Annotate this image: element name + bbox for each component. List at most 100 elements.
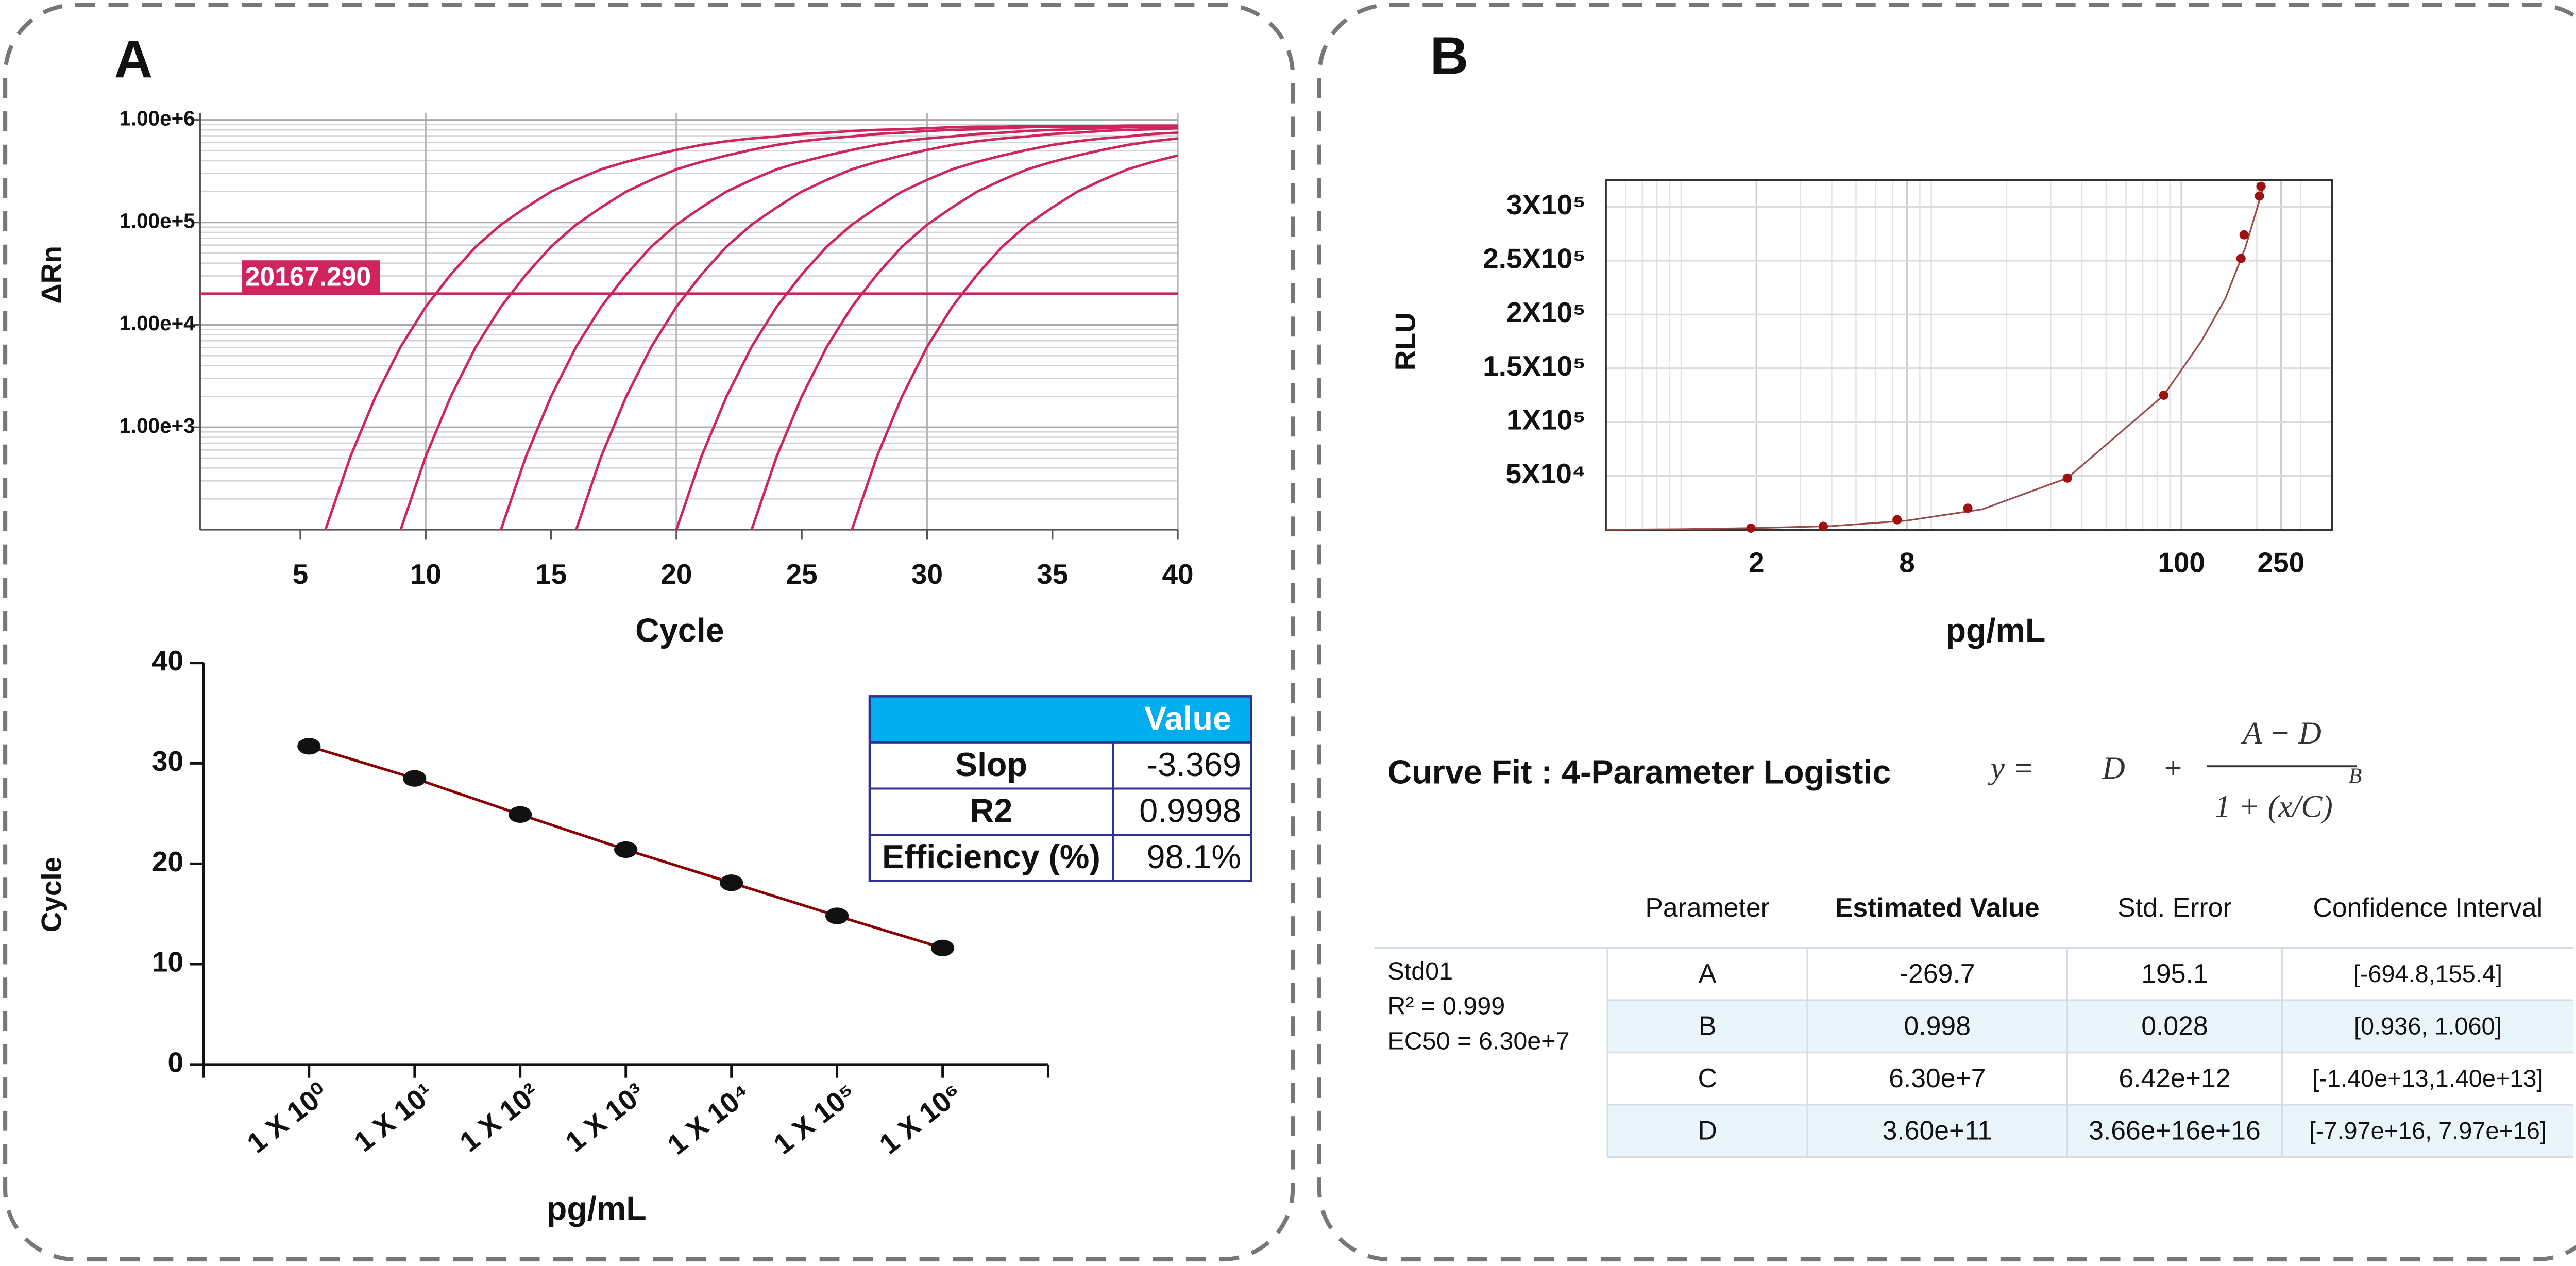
table-row-label: Slop <box>955 746 1027 783</box>
y-axis-label: RLU <box>1389 312 1421 370</box>
data-point <box>1892 515 1902 525</box>
table-value: -3.369 <box>1147 746 1241 783</box>
sample-info: R² = 0.999 <box>1387 992 1505 1020</box>
panel-border <box>3 3 1295 1262</box>
y-tick-label: 40 <box>152 645 183 677</box>
equation-part: + <box>2162 751 2183 786</box>
table-cell: 3.60e+11 <box>1883 1116 1992 1145</box>
row-shade <box>1607 1105 2574 1157</box>
x-tick-label: 100 <box>2158 546 2205 578</box>
table-cell: C <box>1698 1063 1717 1093</box>
amplification-curve <box>499 125 1178 530</box>
x-axis-label: pg/mL <box>1945 612 2045 649</box>
row-shade <box>1607 1000 2574 1053</box>
panel-border <box>1317 3 2576 1262</box>
table-cell: [-1.40e+13,1.40e+13] <box>2312 1065 2543 1092</box>
amplification-curve <box>399 125 1178 530</box>
table-header-cell: Parameter <box>1645 892 1769 922</box>
y-tick-label: 0 <box>167 1046 183 1078</box>
y-tick-label: 30 <box>152 745 183 777</box>
amplification-curve <box>851 154 1178 530</box>
y-tick-label: 5X10⁴ <box>1506 458 1586 489</box>
data-point <box>2255 191 2264 201</box>
table-cell: [-694.8,155.4] <box>2353 960 2502 987</box>
x-tick-label: 30 <box>911 558 943 590</box>
data-point <box>2239 230 2249 240</box>
table-header-cell: Value <box>1144 699 1231 737</box>
table-row-label: Efficiency (%) <box>882 838 1100 875</box>
data-point <box>1963 503 1973 513</box>
data-point <box>403 770 427 787</box>
y-tick-label: 1.00e+4 <box>119 311 195 335</box>
x-tick-label: 1 X 10² <box>454 1077 546 1158</box>
table-border <box>868 695 1252 882</box>
x-tick-label: 40 <box>1162 558 1194 590</box>
x-tick-label: 20 <box>660 558 692 590</box>
fit-curve <box>1605 182 2266 531</box>
table-cell: 195.1 <box>2141 958 2208 988</box>
equation-part: y = <box>1988 751 2034 786</box>
y-axis-label: ΔRn <box>35 246 67 304</box>
data-point <box>509 806 532 823</box>
x-tick-label: 2 <box>1749 546 1765 578</box>
y-tick-label: 3X10⁵ <box>1506 189 1586 221</box>
y-tick-label: 2X10⁵ <box>1506 296 1586 328</box>
table-header-cell: Std. Error <box>2117 892 2231 922</box>
x-tick-label: 1 X 10¹ <box>348 1077 440 1158</box>
table-cell: A <box>1699 958 1717 988</box>
curve-fit-title: Curve Fit : 4-Parameter Logistic <box>1387 753 1891 790</box>
x-tick-label: 1 X 10⁵ <box>768 1077 862 1161</box>
x-tick-label: 8 <box>1899 546 1915 578</box>
x-axis-label: Cycle <box>635 612 724 649</box>
x-tick-label: 10 <box>410 558 442 590</box>
x-axis-label: pg/mL <box>547 1189 647 1227</box>
x-tick-label: 15 <box>535 558 567 590</box>
plot-frame <box>1604 179 2333 531</box>
table-header <box>869 696 1251 742</box>
x-tick-label: 1 X 10⁶ <box>873 1077 968 1160</box>
amplification-curve <box>675 131 1178 530</box>
table-row-label: R2 <box>970 792 1013 830</box>
panel-label: A <box>114 29 153 89</box>
x-tick-label: 25 <box>786 558 818 590</box>
data-point <box>825 907 849 924</box>
x-tick-label: 250 <box>2258 546 2305 578</box>
equation-part: D <box>2102 751 2125 786</box>
data-point <box>930 939 955 957</box>
x-tick-label: 1 X 10³ <box>560 1077 651 1158</box>
threshold-label: 20167.290 <box>245 261 371 291</box>
data-point <box>720 874 743 891</box>
table-cell: -269.7 <box>1900 958 1975 988</box>
table-cell: 6.30e+7 <box>1889 1063 1986 1093</box>
table-cell: 3.66e+16e+16 <box>2089 1116 2261 1145</box>
sample-info: EC50 = 6.30e+7 <box>1387 1027 1569 1055</box>
x-tick-label: 1 X 10⁴ <box>662 1077 757 1161</box>
y-tick-label: 2.5X10⁵ <box>1483 242 1586 274</box>
amplification-curve <box>574 127 1178 530</box>
table-cell: D <box>1698 1116 1717 1145</box>
data-point <box>2256 181 2266 191</box>
y-axis-label: Cycle <box>35 857 67 933</box>
data-point <box>2062 473 2072 483</box>
amplification-curve <box>750 137 1178 530</box>
data-point <box>297 738 321 755</box>
equation-part: 1 + (x/C) <box>2215 789 2333 824</box>
x-tick-label: 35 <box>1037 558 1068 590</box>
amplification-curve <box>324 124 1178 530</box>
y-tick-label: 1.00e+6 <box>119 106 195 130</box>
table-cell: 0.998 <box>1904 1011 1971 1041</box>
table-cell: B <box>1699 1011 1717 1041</box>
y-tick-label: 20 <box>152 846 183 877</box>
table-cell: [0.936, 1.060] <box>2354 1012 2502 1039</box>
table-cell: [-7.97e+16, 7.97e+16] <box>2309 1117 2547 1144</box>
y-tick-label: 10 <box>152 946 183 978</box>
x-tick-label: 1 X 10⁰ <box>241 1077 334 1159</box>
equation-part: A − D <box>2241 716 2321 751</box>
y-tick-label: 1.00e+5 <box>119 209 195 232</box>
table-value: 98.1% <box>1147 838 1241 875</box>
table-value: 0.9998 <box>1139 792 1241 830</box>
threshold-label-box <box>242 260 380 294</box>
x-tick-label: 5 <box>293 558 309 590</box>
table-cell: 6.42e+12 <box>2119 1063 2230 1093</box>
